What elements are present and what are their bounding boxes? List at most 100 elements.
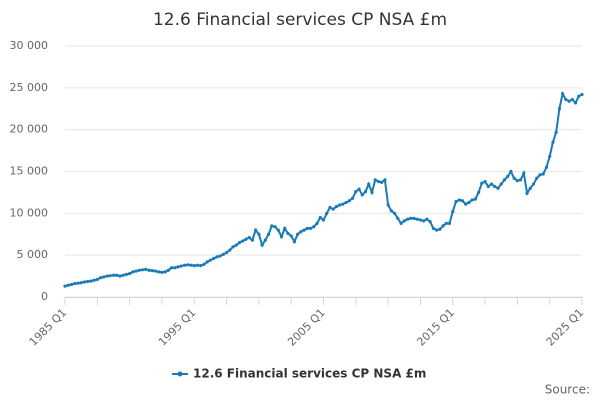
data-point [402,219,406,223]
data-point [480,181,484,185]
data-point [98,276,103,280]
data-point [551,140,555,144]
data-point [231,245,235,249]
data-point [157,270,161,274]
x-tick-label: 2015 Q1 [414,306,457,349]
y-tick-label: 5 000 [17,248,49,261]
data-point [512,176,516,180]
data-point [412,216,416,220]
data-point [283,226,287,230]
legend-label: 12.6 Financial services CP NSA £m [193,367,426,381]
data-point [299,230,303,234]
data-point [76,281,80,285]
data-point [370,190,374,195]
data-point [451,210,455,214]
data-point [212,256,216,261]
data-point [173,266,177,270]
data-point [224,251,229,255]
data-point [124,272,128,277]
data-point [376,179,381,184]
data-point [422,219,426,223]
data-point [383,178,387,182]
data-point [131,270,135,274]
data-point [163,270,167,274]
x-tick-label: 1985 Q1 [27,306,70,349]
data-point [118,274,122,278]
data-point [528,186,532,190]
data-point [577,94,581,98]
y-tick-label: 20 000 [10,123,49,136]
data-point [399,221,403,225]
data-point [573,101,578,105]
data-point [548,154,552,159]
data-point [182,263,187,267]
data-point [257,232,261,236]
source: Source: [545,383,590,397]
data-point [350,196,355,200]
data-point [457,198,461,202]
data-point [128,271,132,276]
chart-title: 12.6 Financial services CP NSA £m [153,10,447,30]
data-point [166,268,170,272]
data-point [95,277,99,282]
data-point [486,184,490,189]
data-point [289,234,293,238]
data-point [357,187,361,191]
y-tick-label: 10 000 [10,206,49,219]
data-point [147,268,151,272]
data-point [392,211,397,215]
data-point [363,189,368,194]
data-point [367,182,371,186]
data-point [315,221,319,225]
data-point [386,203,390,207]
data-point [409,216,413,220]
data-point [286,231,290,236]
data-point [561,92,565,96]
data-point [535,176,539,180]
data-point [202,262,206,266]
x-tick-label: 2005 Q1 [285,306,328,349]
data-point [186,263,190,267]
data-point [199,264,203,268]
data-point [531,182,536,186]
data-point [153,269,158,273]
data-point [221,252,225,256]
data-point [328,205,332,210]
data-point [506,174,510,179]
data-point [270,224,274,228]
data-point [434,228,439,232]
data-point [415,217,419,221]
data-point [237,241,242,245]
data-point [241,239,245,243]
data-point [489,182,494,186]
data-point [380,180,384,184]
data-point [247,235,251,240]
data-point [115,273,119,277]
data-point [69,282,74,287]
data-point [502,178,507,182]
data-point [373,178,377,182]
data-point [273,225,277,229]
y-tick-label: 30 000 [10,39,49,52]
series-line [64,90,583,288]
x-tick-label: 2025 Q1 [544,306,587,349]
data-point [189,263,193,267]
data-point [73,282,77,286]
data-point [292,240,297,244]
data-point [564,97,568,102]
x-tick-label: 1995 Q1 [156,306,199,349]
data-point [499,182,503,186]
data-point [254,228,258,232]
data-point [344,200,348,205]
y-tick-label: 15 000 [10,165,49,178]
data-point [454,200,458,204]
data-point [519,178,523,182]
data-point [405,217,410,221]
data-point [557,107,561,111]
data-point [144,267,148,271]
data-point [111,273,116,277]
data-point [431,226,435,230]
data-point [347,199,351,203]
data-point [470,198,474,202]
